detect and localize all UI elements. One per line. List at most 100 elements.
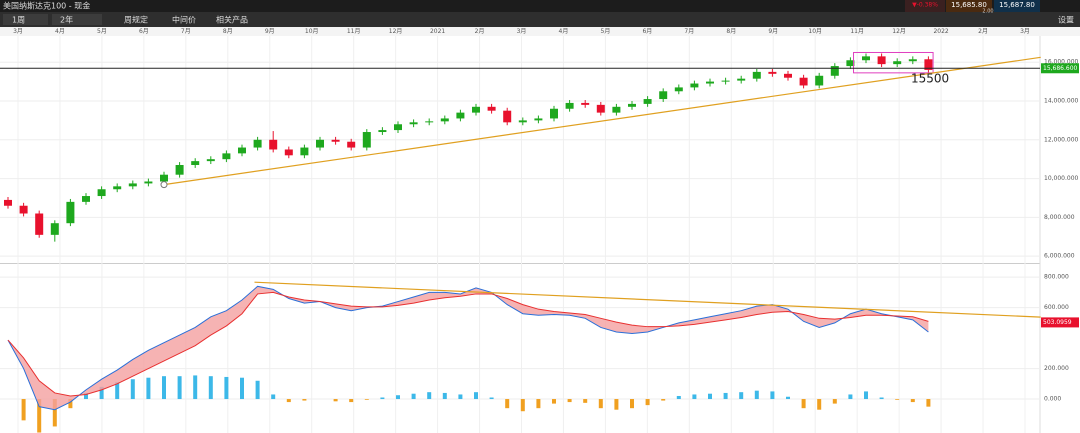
tab[interactable]: 相关产品 bbox=[216, 15, 248, 25]
change-box bbox=[905, 0, 945, 12]
candle-body bbox=[518, 120, 527, 123]
histogram-bar bbox=[333, 399, 338, 402]
histogram-bar bbox=[396, 395, 400, 400]
x-tick-label: 7月 bbox=[181, 28, 191, 35]
candle-body bbox=[425, 121, 434, 123]
candle-body bbox=[378, 130, 387, 133]
candle-body bbox=[331, 139, 340, 142]
histogram-bar bbox=[848, 394, 853, 400]
histogram-bar bbox=[910, 399, 915, 403]
histogram-bar bbox=[380, 397, 385, 400]
annotation: 15500 bbox=[911, 72, 949, 86]
candle-body bbox=[924, 59, 933, 70]
candle-body bbox=[487, 106, 496, 111]
candle-body bbox=[737, 78, 746, 81]
candle-body bbox=[503, 110, 512, 123]
histogram-bar bbox=[177, 376, 182, 400]
histogram-bar bbox=[832, 399, 837, 404]
histogram-bar bbox=[240, 377, 244, 400]
histogram-bar bbox=[411, 393, 416, 400]
candle-body bbox=[144, 181, 153, 184]
histogram-bar bbox=[458, 394, 463, 400]
y-tick-label: 6,000.000 bbox=[1044, 253, 1075, 260]
x-tick-label: 9月 bbox=[265, 28, 275, 35]
candle-body bbox=[628, 103, 636, 107]
histogram-bar bbox=[146, 377, 151, 400]
histogram-bar bbox=[427, 392, 432, 400]
tab[interactable]: 中间价 bbox=[172, 15, 196, 25]
candle-body bbox=[440, 118, 449, 122]
histogram-bar bbox=[52, 399, 57, 427]
histogram-bar bbox=[208, 376, 213, 400]
time-axis bbox=[0, 27, 1080, 36]
instrument-title: 美国纳斯达克100 - 现金 bbox=[3, 1, 90, 11]
candle-body bbox=[456, 112, 465, 119]
histogram-bar bbox=[505, 399, 510, 409]
histogram-bar bbox=[162, 376, 166, 400]
settings[interactable]: 设置 bbox=[1058, 15, 1074, 25]
x-tick-label: 6月 bbox=[139, 28, 149, 35]
tab[interactable]: 1周 bbox=[12, 16, 25, 25]
histogram-bar bbox=[302, 399, 307, 401]
histogram-bar bbox=[567, 399, 572, 403]
trendline bbox=[163, 56, 1041, 186]
histogram-bar bbox=[520, 399, 525, 412]
candle-body bbox=[269, 139, 278, 150]
sell-box[interactable] bbox=[946, 0, 992, 12]
candle-body bbox=[253, 139, 262, 148]
tab[interactable]: 周规定 bbox=[124, 15, 148, 25]
sell-price[interactable]: 15,685.80 bbox=[951, 1, 987, 9]
candle-body bbox=[550, 108, 558, 119]
candle-body bbox=[799, 77, 808, 86]
x-tick-label: 3月 bbox=[517, 28, 527, 35]
histogram-bar bbox=[895, 399, 900, 400]
trendline bbox=[254, 281, 1041, 318]
histogram-bar bbox=[286, 399, 291, 403]
x-tick-label: 5月 bbox=[601, 28, 611, 35]
x-tick-label: 6月 bbox=[642, 28, 652, 35]
x-tick-label: 4月 bbox=[559, 28, 569, 35]
tab[interactable] bbox=[52, 14, 102, 25]
tab[interactable] bbox=[3, 14, 48, 25]
candle-body bbox=[877, 56, 886, 65]
candle-body bbox=[784, 73, 792, 78]
highlight-box bbox=[853, 51, 934, 74]
candle-body bbox=[409, 122, 418, 125]
trendline-anchor bbox=[160, 181, 168, 189]
candle-body bbox=[472, 106, 480, 113]
candle-body bbox=[175, 165, 184, 175]
y-tick-label: 600.000 bbox=[1044, 304, 1069, 311]
candle-body bbox=[160, 174, 168, 182]
candle-body bbox=[659, 91, 668, 100]
x-tick-label: 2021 bbox=[430, 28, 445, 35]
candle-body bbox=[66, 201, 75, 224]
histogram-bar bbox=[801, 399, 806, 409]
histogram-bar bbox=[84, 392, 88, 400]
candle-body bbox=[908, 59, 917, 62]
candle-body bbox=[752, 71, 761, 79]
x-tick-label: 3月 bbox=[13, 28, 23, 35]
macd-line bbox=[7, 285, 929, 411]
change: ▼-0.38% bbox=[912, 2, 938, 9]
histogram-bar bbox=[754, 390, 759, 400]
candle-body bbox=[862, 56, 870, 61]
candle-body bbox=[690, 83, 699, 88]
histogram-bar bbox=[489, 397, 494, 400]
candle-body bbox=[300, 147, 309, 156]
macd-line bbox=[7, 291, 929, 397]
candle-body bbox=[768, 71, 777, 74]
tab[interactable]: 2年 bbox=[60, 15, 73, 25]
y-tick-label: 14,000.000 bbox=[1044, 97, 1079, 104]
candle-body bbox=[706, 81, 714, 84]
candle-body bbox=[128, 183, 137, 187]
price-line-tag bbox=[1041, 63, 1079, 74]
buy-box[interactable] bbox=[994, 0, 1040, 12]
x-tick-label: 8月 bbox=[726, 28, 736, 35]
histogram-bar bbox=[879, 397, 884, 400]
candle-body bbox=[50, 223, 59, 235]
histogram-bar bbox=[271, 394, 276, 400]
x-tick-label: 2022 bbox=[933, 28, 948, 35]
histogram-bar bbox=[130, 379, 135, 400]
x-tick-label: 2月 bbox=[978, 28, 988, 35]
buy-price[interactable]: 15,687.80 bbox=[999, 1, 1035, 9]
